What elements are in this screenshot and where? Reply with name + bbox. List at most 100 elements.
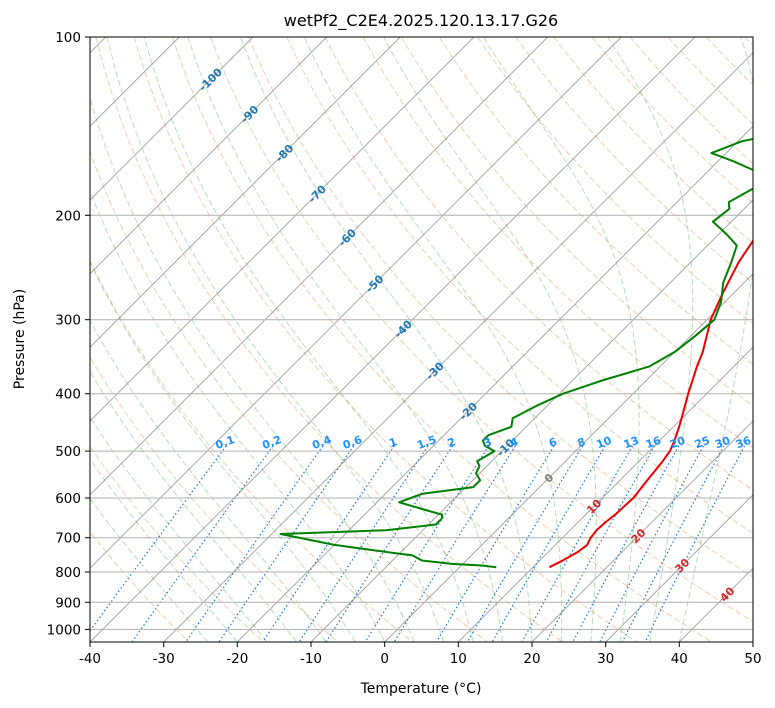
- moist-adiabat-line: [187, 37, 503, 642]
- isotherm-line: [310, 199, 753, 642]
- x-tick-label: 0: [380, 651, 389, 667]
- y-tick-label: 600: [55, 491, 81, 507]
- dry-adiabat-line: [438, 37, 753, 366]
- mixing-ratio-label: 0.1: [214, 433, 237, 452]
- mixing-ratio-line: [325, 445, 454, 642]
- moist-adiabat-line: [678, 37, 753, 642]
- mixing-ratio-label: 1.5: [415, 433, 438, 452]
- mixing-ratio-label: 13: [622, 434, 641, 451]
- mixing-ratio-label: 20: [668, 434, 687, 452]
- mixing-ratio-label: 25: [693, 434, 712, 451]
- dry-adiabat-line: [477, 37, 753, 325]
- isotherm-line: [163, 52, 753, 642]
- dry-adiabat-line: [171, 37, 713, 642]
- isotherm-line: [90, 37, 401, 348]
- mixing-ratio-line: [90, 445, 227, 632]
- dry-adiabat-line: [90, 531, 190, 642]
- mixing-ratio-line: [131, 445, 274, 642]
- mixing-ratio-label: 2: [446, 435, 458, 450]
- mixing-ratio-label: 8: [576, 435, 588, 450]
- mixing-ratio-line: [644, 445, 746, 642]
- mixing-ratio-lines: [90, 445, 746, 642]
- dry-adiabat-line: [95, 37, 564, 642]
- moist-adiabat-line: [106, 37, 445, 642]
- mixing-ratio-label: 16: [644, 434, 663, 452]
- mixing-ratio-labels: 0.1 0.2 0.4 0.6 1 1.5 2 3 4 6 8 10 13 16 20 25 30 36: [214, 433, 753, 452]
- isotherm-line: [457, 346, 753, 642]
- mixing-ratio-label: 0.6: [341, 433, 364, 452]
- isotherm-line: [384, 273, 753, 642]
- mixing-ratio-line: [521, 445, 634, 642]
- mixing-ratio-line: [599, 445, 704, 642]
- y-axis-ticks: 100 200 300 400 500 600 700 800 900 1000: [47, 30, 90, 638]
- isotherm-line: [90, 37, 475, 422]
- mixing-ratio-line: [393, 445, 516, 642]
- y-tick-label: 300: [55, 313, 81, 329]
- mixing-ratio-label: 30: [713, 434, 732, 452]
- x-tick-label: 20: [523, 651, 540, 667]
- x-tick-label: 30: [597, 651, 614, 667]
- mixing-ratio-label: 4: [508, 435, 520, 450]
- x-tick-label: -40: [79, 651, 101, 667]
- moist-adiabat-line: [90, 416, 268, 642]
- moist-adiabat-line: [90, 458, 238, 642]
- moist-adiabat-line: [607, 37, 694, 642]
- y-tick-label: 200: [55, 208, 81, 224]
- x-tick-label: -30: [153, 651, 175, 667]
- y-tick-label: 800: [55, 565, 81, 581]
- x-tick-label: 50: [744, 651, 761, 667]
- isotherm-line: [531, 420, 753, 642]
- isotherm-line: [90, 37, 328, 275]
- isotherm-line: [90, 37, 696, 642]
- x-axis-ticks: -40 -30 -20 -10 0 10 20 30 40 50: [79, 642, 762, 667]
- mixing-ratio-line: [572, 445, 680, 642]
- y-tick-label: 100: [55, 30, 81, 46]
- dry-adiabat-line: [400, 37, 753, 407]
- isotherm-line: [605, 494, 753, 642]
- mixing-ratio-line: [262, 445, 395, 642]
- moist-adiabat-line: [90, 260, 356, 642]
- y-tick-label: 900: [55, 595, 81, 611]
- dry-adiabat-line: [591, 37, 753, 204]
- dry-adiabat-line: [362, 37, 753, 449]
- x-tick-label: 10: [450, 651, 467, 667]
- mixing-ratio-label: 1: [387, 435, 399, 450]
- plot-area: -100-90-80-70-60-50-40-30-20-10010203040…: [90, 37, 753, 642]
- moist-adiabat-line: [303, 37, 563, 642]
- moist-adiabat-line: [90, 370, 297, 642]
- mixing-ratio-label: 10: [595, 434, 614, 452]
- chart-title: wetPf2_C2E4.2025.120.13.17.G26: [284, 11, 558, 31]
- moist-adiabat-line: [90, 497, 209, 642]
- dewpoint-profile-line: [279, 137, 753, 569]
- sounding-profiles: [279, 137, 753, 569]
- mixing-ratio-line: [435, 445, 555, 642]
- dry-adiabat-line: [324, 37, 753, 491]
- x-axis-label: Temperature (°C): [360, 681, 482, 697]
- x-tick-label: -10: [300, 651, 322, 667]
- mixing-ratio-line: [364, 445, 490, 642]
- dry-adiabat-line: [553, 37, 753, 244]
- y-tick-label: 1000: [47, 622, 81, 638]
- moist-adiabat-line: [482, 37, 640, 642]
- moist-adiabat-line: [143, 37, 474, 642]
- x-tick-label: -20: [226, 651, 248, 667]
- mixing-ratio-label: 3: [482, 435, 494, 450]
- isobar-gridlines: [90, 37, 753, 630]
- mixing-ratio-label: 0.2: [261, 433, 284, 452]
- y-tick-label: 500: [55, 444, 81, 460]
- y-tick-label: 700: [55, 531, 81, 547]
- dry-adiabat-line: [90, 356, 340, 642]
- mixing-ratio-label: 6: [547, 435, 559, 450]
- isotherm-line: [236, 125, 753, 642]
- isotherm-line: [90, 37, 254, 201]
- dry-adiabat-line: [133, 37, 638, 642]
- mixing-ratio-label: 0.4: [310, 433, 333, 452]
- moist-adiabat-line: [383, 37, 597, 642]
- isotherms: [90, 37, 753, 642]
- plot-frame: [89, 36, 754, 643]
- temperature-profile-line: [548, 238, 753, 569]
- moist-adiabat-line: [90, 189, 386, 642]
- mixing-ratio-label: 36: [734, 434, 753, 452]
- x-tick-label: 40: [671, 651, 688, 667]
